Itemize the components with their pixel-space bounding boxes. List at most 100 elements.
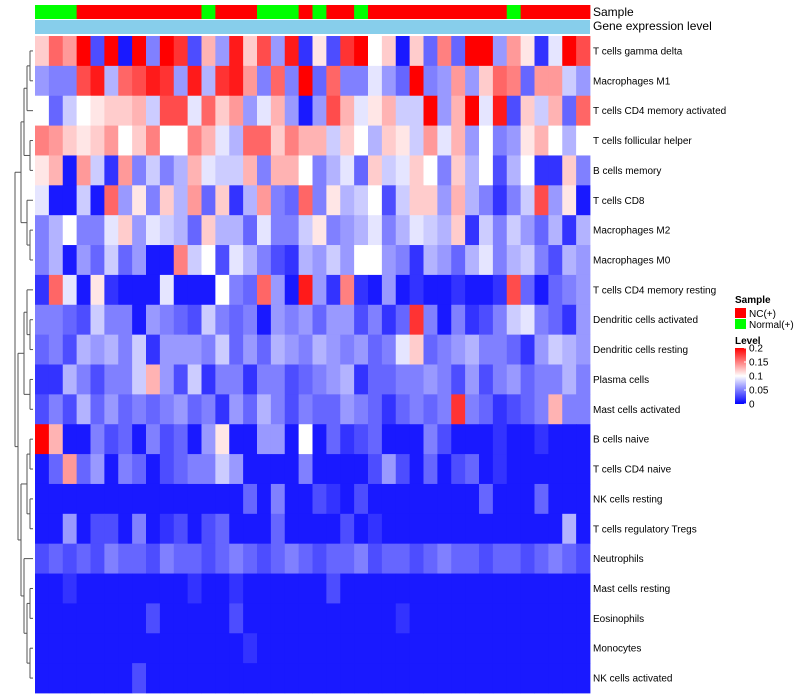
heatmap-cell xyxy=(48,125,64,156)
heatmap-cell xyxy=(215,65,230,97)
heatmap-cell xyxy=(35,215,50,246)
heatmap-cell xyxy=(506,95,522,126)
heatmap-cell xyxy=(506,215,522,246)
heatmap-cell xyxy=(492,215,508,246)
heatmap-cell xyxy=(187,543,202,574)
heatmap-cell xyxy=(576,304,591,336)
heatmap-cell xyxy=(104,633,119,664)
heatmap-cell xyxy=(340,483,355,515)
heatmap-cell xyxy=(576,424,591,455)
heatmap-cell xyxy=(76,543,91,574)
heatmap-cell xyxy=(312,95,327,126)
heatmap-cell xyxy=(368,95,383,126)
heatmap-cell xyxy=(520,513,535,545)
heatmap-cell xyxy=(548,304,563,336)
heatmap-cell xyxy=(395,334,411,365)
heatmap-cell xyxy=(270,573,286,604)
heatmap-cell xyxy=(520,304,535,336)
heatmap-cell xyxy=(354,663,369,694)
heatmap-cell xyxy=(381,155,397,186)
heatmap-cell xyxy=(118,65,133,97)
heatmap-cell xyxy=(215,424,230,455)
heatmap-cell xyxy=(548,125,563,156)
heatmap-cell xyxy=(368,125,383,156)
heatmap-cell xyxy=(118,633,133,664)
heatmap-cell xyxy=(104,125,119,156)
heatmap-cell xyxy=(243,304,258,336)
heatmap-cell xyxy=(506,65,522,97)
heatmap-cell xyxy=(76,513,91,545)
heatmap-cell xyxy=(173,65,189,97)
heatmap-cell xyxy=(437,633,452,664)
heatmap-cell xyxy=(62,663,78,694)
heatmap-cell xyxy=(270,304,286,336)
heatmap-cell xyxy=(354,483,369,515)
heatmap-cell xyxy=(381,304,397,336)
heatmap-cell xyxy=(354,185,369,216)
heatmap-cell xyxy=(340,155,355,186)
heatmap-cell xyxy=(132,215,147,246)
sample-annotation-cell xyxy=(534,5,549,19)
heatmap-cell xyxy=(326,125,341,156)
sample-annotation-cell xyxy=(576,5,591,19)
heatmap-cell xyxy=(257,483,272,515)
heatmap-cell xyxy=(62,65,78,97)
heatmap-cell xyxy=(576,155,591,186)
heatmap-cell xyxy=(284,543,300,574)
heatmap-cell xyxy=(187,513,202,545)
heatmap-cell xyxy=(548,633,563,664)
heatmap-cell xyxy=(520,36,535,67)
heatmap-cell xyxy=(312,513,327,545)
heatmap-cell xyxy=(548,394,563,425)
heatmap-cell xyxy=(76,65,91,97)
heatmap-cell xyxy=(146,513,161,545)
heatmap-cell xyxy=(159,95,175,126)
heatmap-cell xyxy=(35,155,50,186)
heatmap-cell xyxy=(257,603,272,634)
heatmap-cell xyxy=(534,304,549,336)
heatmap-cell xyxy=(520,95,535,126)
heatmap-cell xyxy=(35,245,50,276)
heatmap-cell xyxy=(368,334,383,365)
heatmap-cell xyxy=(118,155,133,186)
heatmap-cell xyxy=(506,543,522,574)
heatmap-cell xyxy=(409,155,424,186)
heatmap-cell xyxy=(146,543,161,574)
heatmap-cell xyxy=(437,215,452,246)
heatmap-cell xyxy=(479,304,494,336)
heatmap-cell xyxy=(118,304,133,336)
heatmap-cell xyxy=(340,454,355,485)
heatmap-cell xyxy=(451,125,466,156)
heatmap-cell xyxy=(215,155,230,186)
heatmap-cell xyxy=(381,334,397,365)
heatmap-cell xyxy=(395,573,411,604)
heatmap-cell xyxy=(562,573,577,604)
heatmap-cell xyxy=(492,603,508,634)
heatmap-cell xyxy=(465,304,480,336)
heatmap-cell xyxy=(395,155,411,186)
heatmap-cell xyxy=(312,603,327,634)
heatmap-cell xyxy=(159,424,175,455)
heatmap-cell xyxy=(48,304,64,336)
heatmap-cell xyxy=(173,603,189,634)
heatmap-cell xyxy=(48,394,64,425)
heatmap-cell xyxy=(409,633,424,664)
heatmap-cell xyxy=(48,215,64,246)
heatmap-cell xyxy=(187,185,202,216)
heatmap-cell xyxy=(465,215,480,246)
heatmap-cell xyxy=(437,543,452,574)
heatmap-cell xyxy=(257,663,272,694)
heatmap-cell xyxy=(576,633,591,664)
row-label: T cells CD4 naive xyxy=(593,465,672,476)
heatmap-cell xyxy=(409,274,424,306)
heatmap-cell xyxy=(257,543,272,574)
heatmap-cell xyxy=(215,454,230,485)
heatmap-cell xyxy=(381,424,397,455)
heatmap-cell xyxy=(48,483,64,515)
row-label: Macrophages M0 xyxy=(593,255,671,266)
heatmap-cell xyxy=(409,364,424,395)
heatmap-cell xyxy=(520,424,535,455)
heatmap-cell xyxy=(576,65,591,97)
heatmap-cell xyxy=(423,364,438,395)
heatmap-cell xyxy=(492,663,508,694)
